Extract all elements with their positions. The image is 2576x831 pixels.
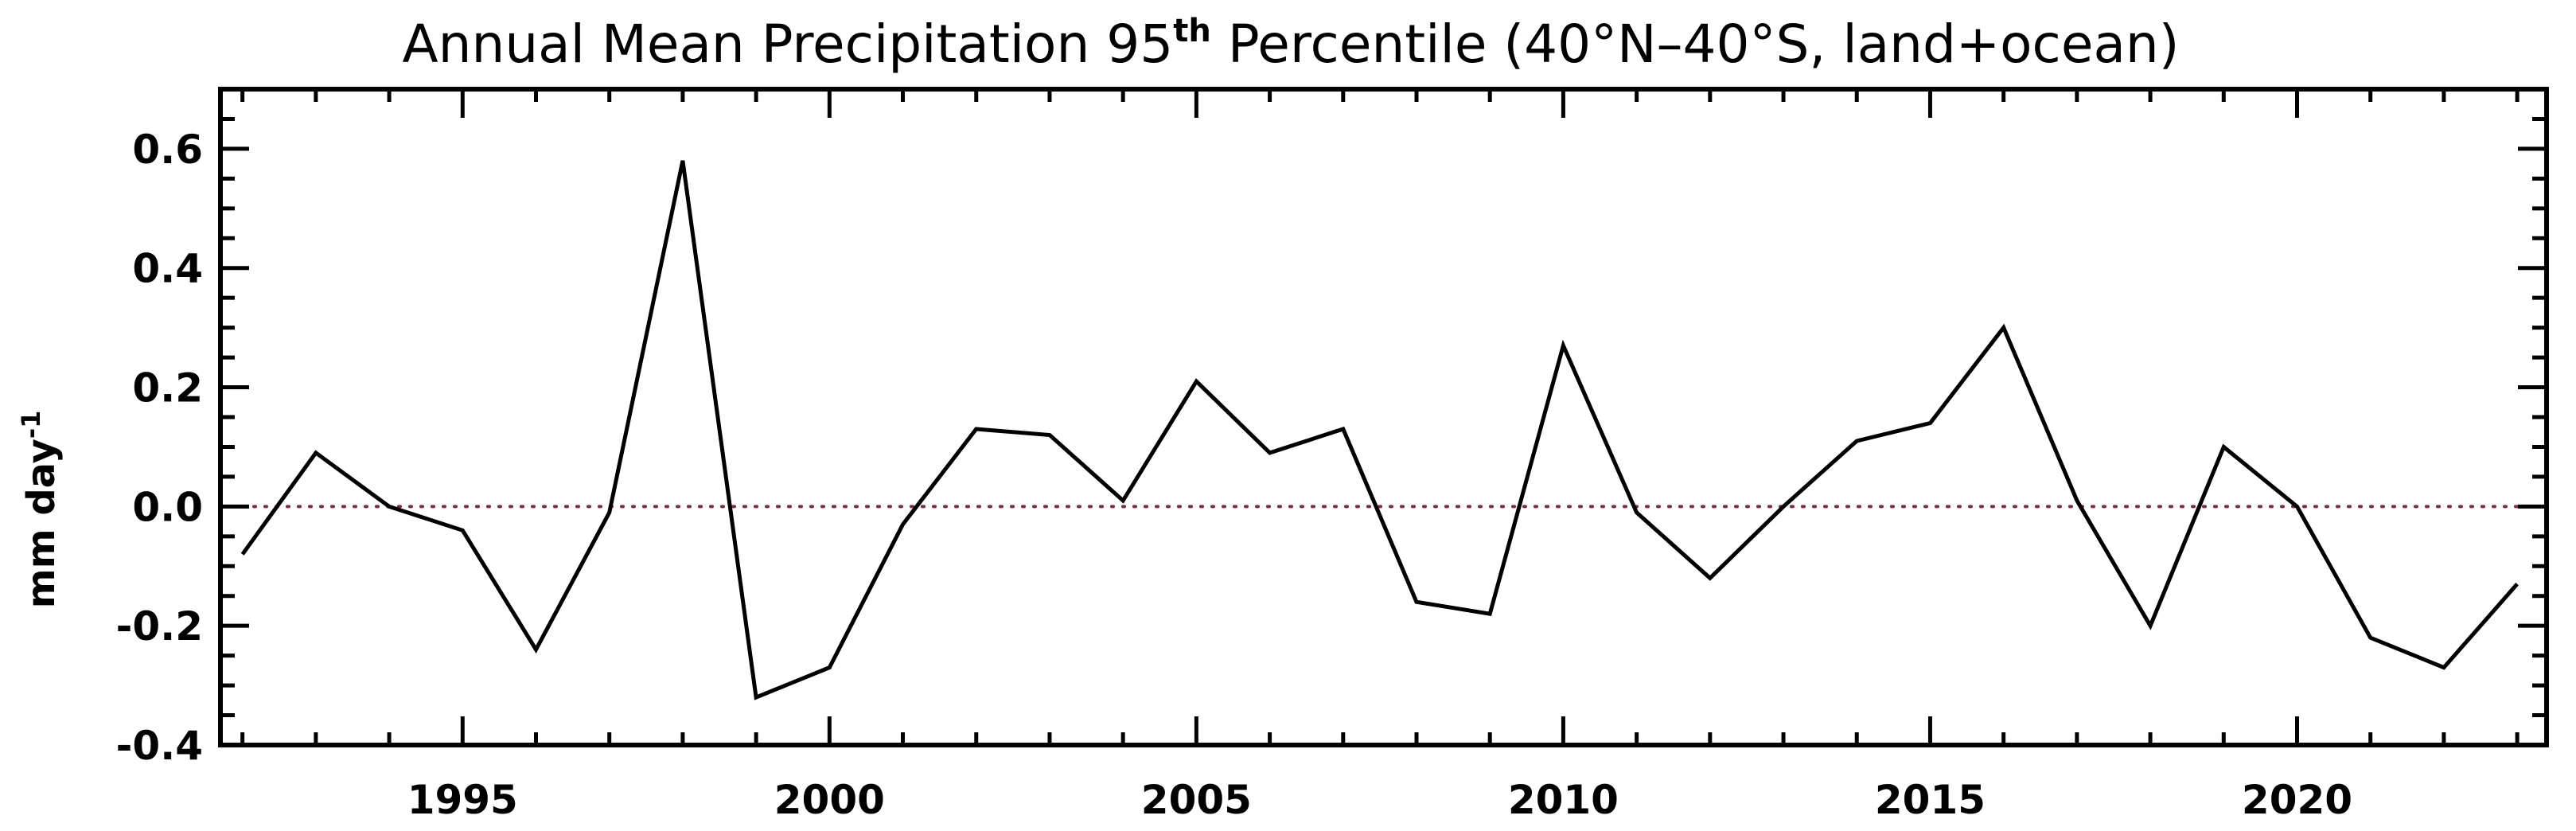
chart-title-superscript: th bbox=[1173, 13, 1211, 49]
y-tick-label: -0.2 bbox=[116, 603, 203, 650]
y-tick-label: 0.4 bbox=[132, 246, 203, 292]
y-axis-label-superscript: -1 bbox=[16, 411, 46, 439]
series-line bbox=[240, 160, 2519, 700]
x-tick-label: 1995 bbox=[407, 777, 518, 823]
plot-area: 1995 2000 2005 2010 2015 2020 -0.4 -0.2 0.0 0.2 0.… bbox=[116, 87, 2549, 823]
chart-title: Annual Mean Precipitation 95th Percentil… bbox=[403, 13, 2180, 75]
y-tick-label: 0.0 bbox=[132, 484, 203, 530]
y-axis-label-main: mm day bbox=[19, 439, 64, 608]
plot-frame bbox=[218, 87, 2549, 747]
y-tick-label: 0.2 bbox=[132, 365, 203, 412]
x-tick-label: 2015 bbox=[1875, 777, 1986, 823]
chart-title-rest: Percentile (40°N–40°S, land+ocean) bbox=[1211, 14, 2180, 75]
x-tick-label: 2010 bbox=[1508, 777, 1619, 823]
y-tick-label: -0.4 bbox=[116, 723, 203, 769]
x-tick-label: 2000 bbox=[774, 777, 885, 823]
x-tick-label: 2005 bbox=[1141, 777, 1252, 823]
y-tick-label: 0.6 bbox=[132, 127, 203, 173]
x-tick-label: 2020 bbox=[2242, 777, 2352, 823]
chart-title-main: Annual Mean Precipitation 95 bbox=[403, 14, 1174, 75]
y-axis-label: mm day-1 bbox=[16, 411, 64, 609]
